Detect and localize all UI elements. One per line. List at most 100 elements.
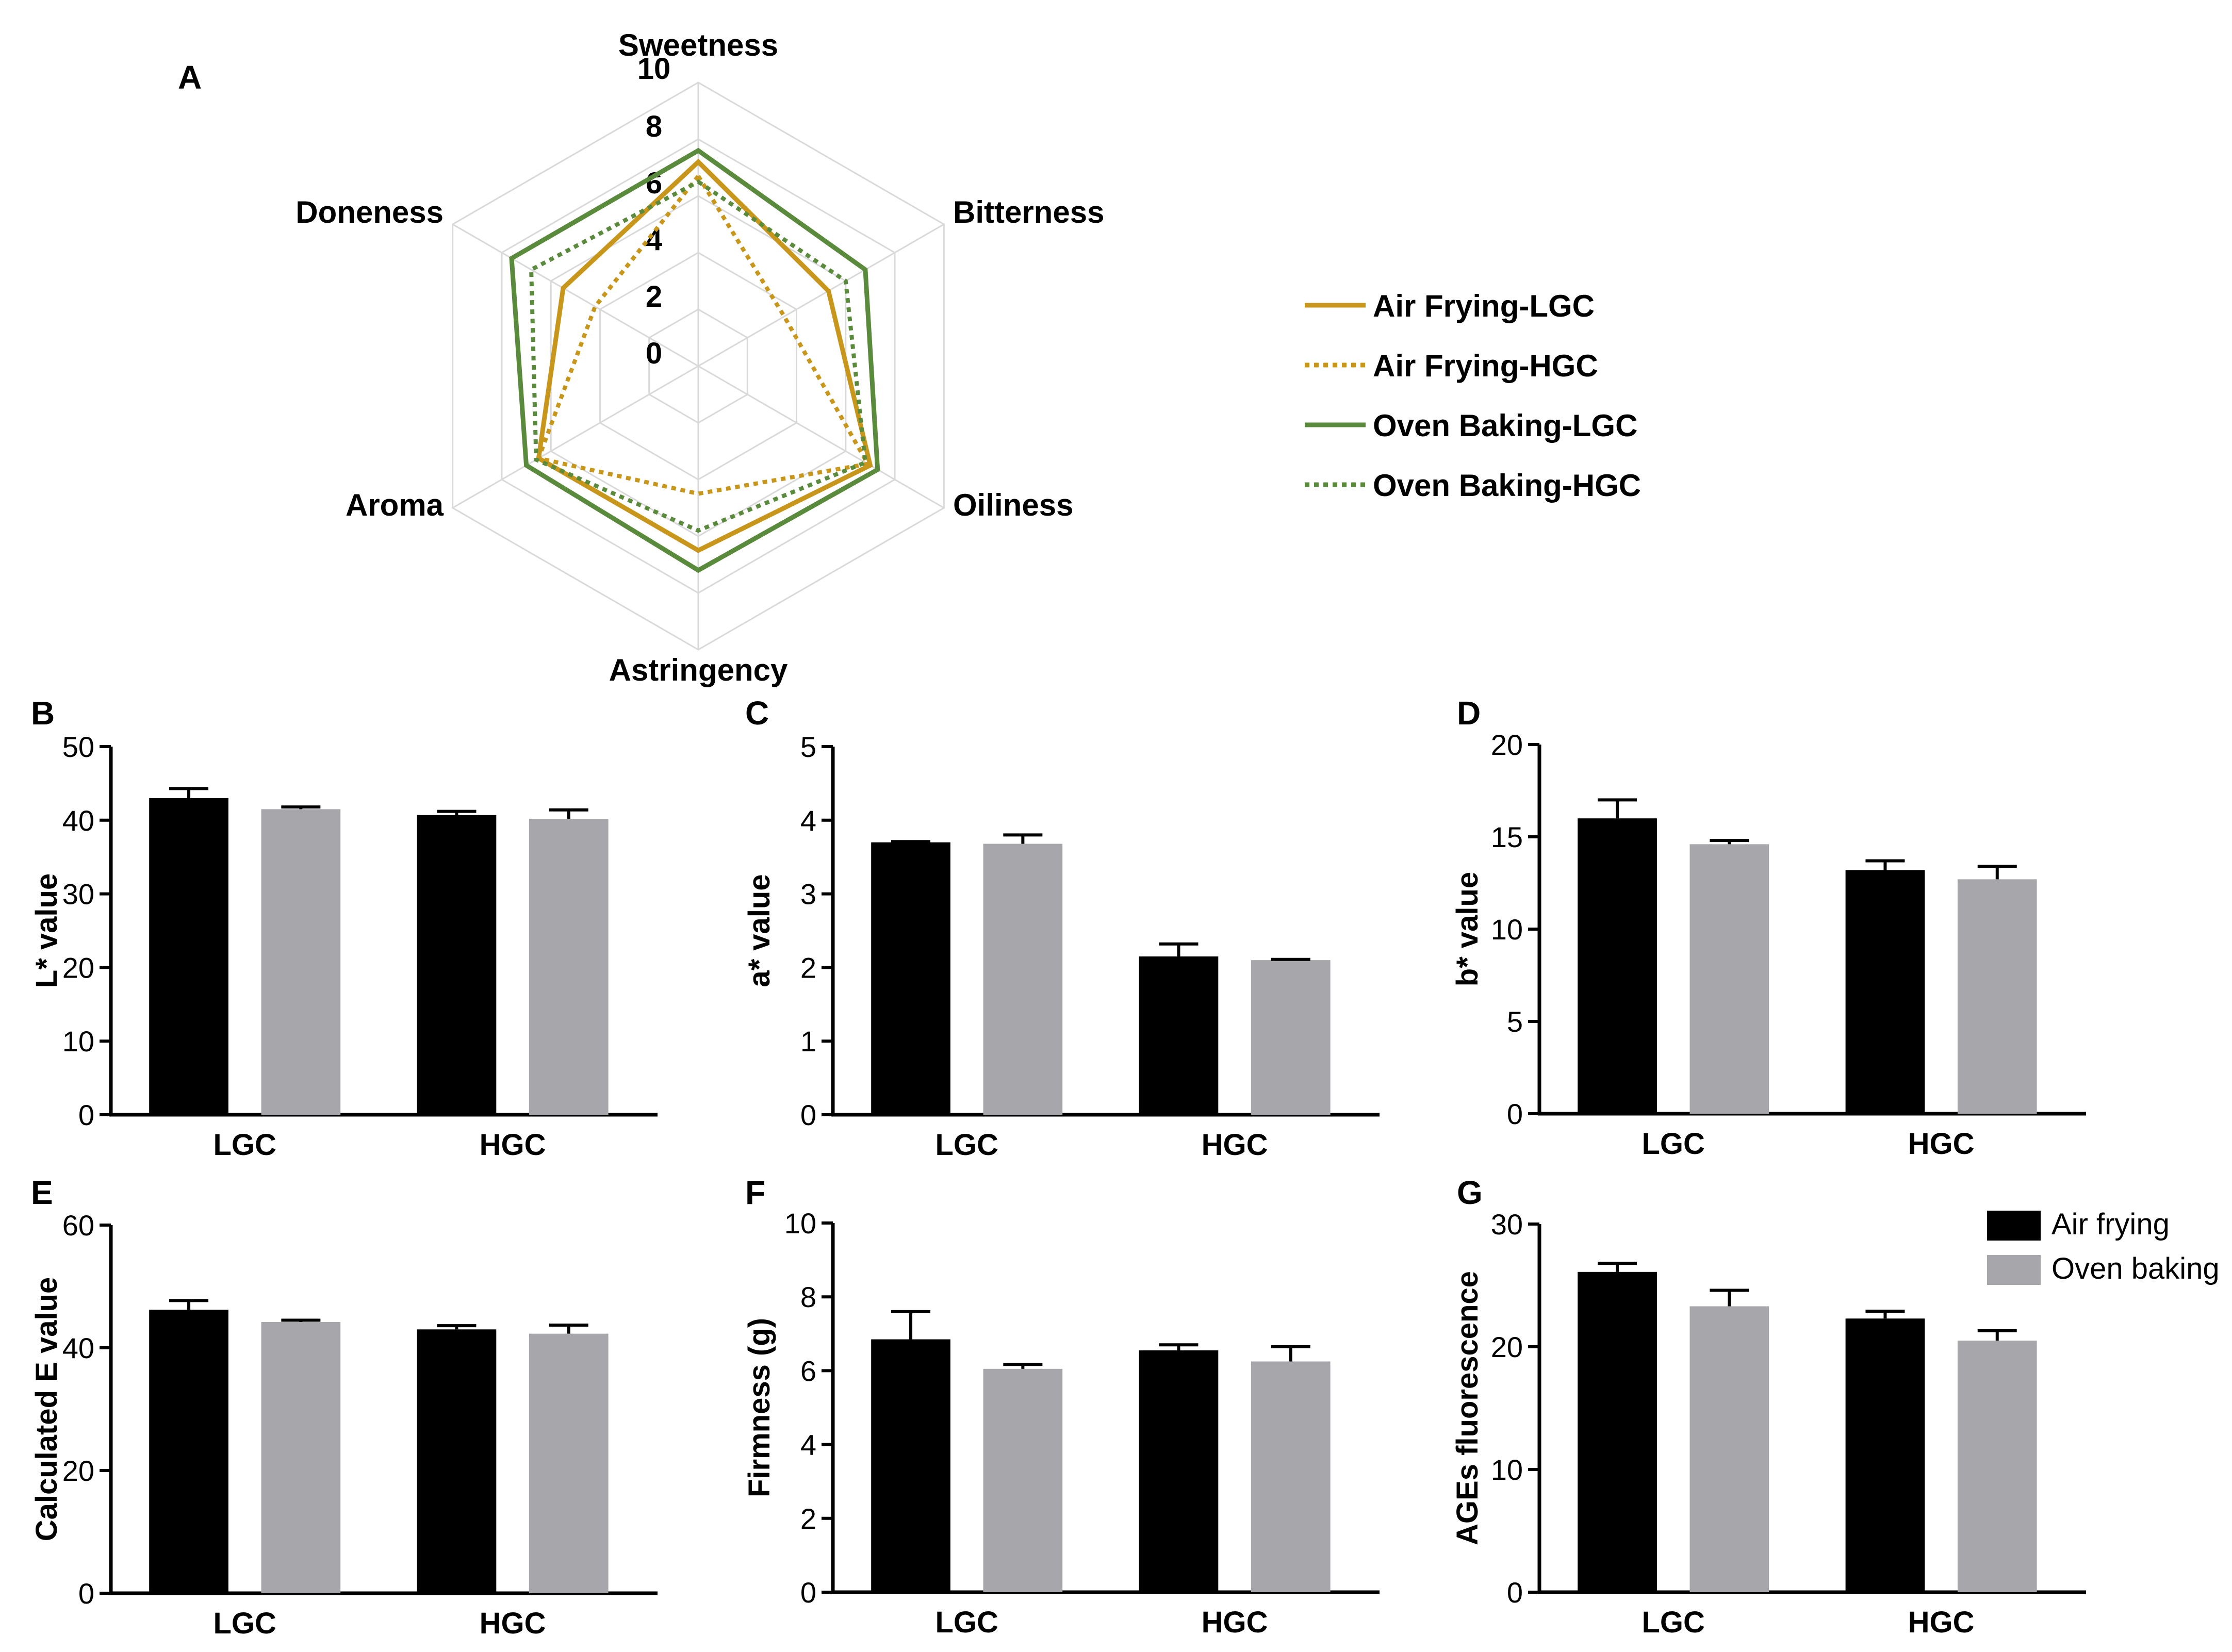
bar-chart-d: 0 5 10 15 20 b* value LGC HGC D [1451, 695, 2086, 1161]
bar-lgc-air-frying [871, 1339, 950, 1592]
y-tick-label: 10 [1491, 1453, 1523, 1486]
panel-label: D [1457, 695, 1481, 732]
panel-label: B [31, 695, 55, 732]
y-tick-label: 0 [78, 1099, 94, 1131]
bar-chart-b: 0 10 20 30 40 50 L* value LGC HGC B [30, 695, 658, 1162]
radar-axis-label: Aroma [346, 488, 444, 522]
y-axis-title: b* value [1451, 872, 1484, 986]
radar-tick-label: 0 [646, 337, 662, 370]
radar-tick-label: 8 [646, 110, 662, 143]
bar-lgc-air-frying [871, 842, 950, 1115]
bar-chart-c: 0 1 2 3 4 5 a* value LGC HGC C [743, 695, 1380, 1162]
bar-hgc-air-frying [1139, 956, 1219, 1115]
y-tick-label: 3 [800, 878, 816, 911]
bar-lgc-oven-baking [261, 809, 341, 1115]
y-axis-title: Firmness (g) [743, 1318, 776, 1497]
x-tick-label: LGC [1642, 1127, 1704, 1161]
bar-legend: Air frying Oven baking [1987, 1208, 2220, 1285]
x-tick-label: HGC [1202, 1606, 1268, 1639]
radar-tick-label: 2 [646, 280, 662, 313]
bar-hgc-oven-baking [1957, 1341, 2037, 1592]
panel-label: A [178, 59, 202, 96]
bar-hgc-air-frying [1139, 1350, 1219, 1592]
x-tick-label: LGC [935, 1606, 998, 1639]
radar-legend: Air Frying-LGC Air Frying-HGC Oven Baking-… [1305, 289, 1641, 503]
legend-label: Oven Baking-LGC [1373, 408, 1637, 443]
x-tick-label: LGC [213, 1607, 276, 1640]
y-tick-label: 5 [1507, 1005, 1523, 1038]
legend-swatch [1987, 1211, 2041, 1241]
y-axis-title: AGEs fluorescence [1451, 1271, 1484, 1545]
y-tick-label: 0 [1507, 1576, 1523, 1609]
radar-axis-label: Bitterness [953, 195, 1104, 229]
y-tick-label: 20 [1491, 729, 1523, 761]
legend-swatch [1987, 1255, 2041, 1285]
bar-hgc-oven-baking [1251, 1361, 1331, 1592]
legend-label: Oven baking [2052, 1252, 2220, 1285]
y-tick-label: 30 [62, 878, 94, 911]
bar-lgc-air-frying [1578, 818, 1657, 1114]
bar-chart-e: 0 20 40 60 Calculated E value LGC HGC E [30, 1174, 658, 1640]
panel-label: E [31, 1174, 53, 1211]
y-tick-label: 1 [800, 1025, 816, 1058]
bar-hgc-oven-baking [529, 1333, 609, 1593]
y-tick-label: 4 [800, 804, 816, 837]
radar-axis-label: Sweetness [618, 28, 778, 62]
radar-series-oven-baking-lgc [509, 147, 880, 573]
bar-chart-f: 0 2 4 6 8 10 Firmness (g) LGC HGC F [743, 1174, 1380, 1639]
radar-axis-label: Doneness [296, 195, 444, 229]
bar-hgc-air-frying [417, 815, 497, 1115]
y-tick-label: 0 [800, 1576, 816, 1609]
y-tick-label: 40 [62, 804, 94, 837]
y-tick-label: 8 [800, 1281, 816, 1313]
radar-spoke [452, 223, 699, 367]
x-tick-label: HGC [480, 1607, 546, 1640]
y-tick-label: 6 [800, 1354, 816, 1387]
bar-lgc-air-frying [1578, 1271, 1657, 1592]
x-tick-label: HGC [1908, 1127, 1975, 1161]
y-tick-label: 50 [62, 731, 94, 763]
radar-series-air-frying-lgc [536, 158, 873, 553]
radar-spoke [698, 365, 945, 509]
y-tick-label: 20 [1491, 1331, 1523, 1363]
x-tick-label: HGC [1202, 1128, 1268, 1162]
y-tick-label: 2 [800, 951, 816, 984]
y-tick-label: 0 [1507, 1098, 1523, 1130]
y-tick-label: 5 [800, 731, 816, 763]
y-tick-label: 20 [62, 1455, 94, 1487]
y-tick-label: 2 [800, 1502, 816, 1535]
y-tick-label: 0 [800, 1099, 816, 1131]
legend-label: Air frying [2052, 1208, 2170, 1241]
radar-spoke [698, 223, 945, 367]
legend-label: Air Frying-HGC [1373, 349, 1598, 383]
bar-hgc-oven-baking [1957, 879, 2037, 1114]
radar-tick-label: 10 [637, 52, 671, 86]
legend-label: Air Frying-LGC [1373, 289, 1595, 323]
y-tick-label: 10 [62, 1025, 94, 1058]
y-tick-label: 20 [62, 951, 94, 984]
y-tick-label: 10 [784, 1207, 816, 1240]
bar-hgc-air-frying [417, 1329, 497, 1593]
bar-lgc-oven-baking [1689, 844, 1769, 1114]
bar-lgc-air-frying [149, 1310, 228, 1593]
x-tick-label: HGC [1908, 1606, 1975, 1639]
x-tick-label: HGC [480, 1128, 546, 1162]
panel-label: G [1457, 1174, 1483, 1211]
radar-series-oven-baking-hgc [529, 179, 868, 533]
bar-lgc-oven-baking [983, 1368, 1063, 1592]
y-tick-label: 10 [1491, 913, 1523, 946]
bar-lgc-air-frying [149, 798, 228, 1115]
x-tick-label: LGC [935, 1128, 998, 1162]
y-axis-title: a* value [743, 874, 776, 987]
x-tick-label: LGC [1642, 1606, 1704, 1639]
y-tick-label: 60 [62, 1209, 94, 1242]
bar-hgc-air-frying [1845, 1318, 1925, 1592]
y-tick-label: 15 [1491, 821, 1523, 853]
radar-spoke [452, 365, 699, 509]
bar-lgc-oven-baking [1689, 1306, 1769, 1592]
bar-hgc-oven-baking [529, 818, 609, 1115]
radar-tick-label: 4 [646, 223, 662, 257]
bar-lgc-oven-baking [261, 1322, 341, 1593]
